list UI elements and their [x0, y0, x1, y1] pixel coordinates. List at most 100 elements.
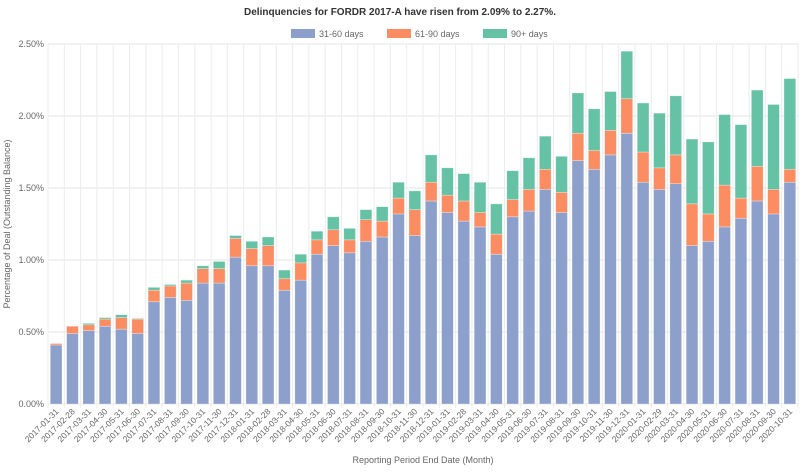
bar-segment-61-90-days [408, 209, 422, 236]
bar-segment-31-60-days [767, 213, 780, 405]
bar-segment-61-90-days [82, 324, 95, 331]
y-axis-label: Percentage of Deal (Outstanding Balance) [2, 139, 12, 308]
bar-segment-90-days [229, 235, 242, 239]
bar-segment-31-60-days [278, 289, 291, 405]
legend-label: 90+ days [511, 29, 548, 39]
bar-segment-31-60-days [734, 217, 748, 405]
bar-segment-90-days [147, 287, 161, 291]
bar-segment-61-90-days [620, 98, 633, 134]
bar-segment-31-60-days [261, 265, 275, 405]
bar-segment-90-days [522, 157, 536, 190]
bar-segment-61-90-days [180, 282, 193, 301]
bar-segment-61-90-days [392, 197, 405, 215]
bar-segment-31-60-days [229, 256, 242, 405]
bar-segment-61-90-days [115, 317, 128, 330]
bar-segment-90-days [751, 89, 764, 167]
bar-segment-90-days [213, 261, 226, 269]
bar-segment-31-60-days [115, 328, 128, 405]
bar-segment-90-days [702, 141, 715, 215]
bar-segment-61-90-days [702, 213, 715, 242]
bar-segment-31-60-days [376, 236, 389, 405]
legend-label: 31-60 days [319, 29, 364, 39]
bar-segment-31-60-days [343, 252, 356, 405]
bar-segment-31-60-days [702, 240, 715, 405]
bar-segment-90-days [588, 108, 601, 151]
bar-segment-90-days [343, 228, 356, 241]
bar-segment-61-90-days [278, 278, 291, 291]
bar-segment-31-60-days [441, 212, 454, 405]
bar-segment-61-90-days [213, 268, 226, 284]
bar-segment-31-60-days [636, 181, 650, 405]
bar-segment-31-60-days [213, 282, 226, 405]
bar-segment-31-60-days [131, 333, 144, 405]
bar-segment-90-days [261, 236, 275, 246]
bar-segment-90-days [473, 181, 487, 213]
y-tick-label: 2.50% [18, 39, 44, 49]
legend-label: 61-90 days [415, 29, 460, 39]
bar-segment-31-60-days [327, 245, 340, 405]
legend-swatch [483, 29, 507, 38]
bar-segment-90-days [555, 156, 568, 193]
bar-segment-31-60-days [653, 189, 666, 405]
bar-segment-31-60-days [604, 154, 617, 405]
bar-segment-31-60-days [245, 265, 258, 405]
bar-segment-31-60-days [751, 200, 764, 405]
bar-segment-31-60-days [473, 226, 487, 405]
bar-segment-31-60-days [490, 253, 503, 405]
bar-segment-61-90-days [718, 184, 731, 228]
bar-segment-61-90-days [588, 150, 601, 170]
bar-segment-90-days [196, 265, 210, 269]
y-tick-label: 0.00% [18, 399, 44, 409]
bar-segment-31-60-days [49, 344, 63, 405]
bar-segment-31-60-days [783, 181, 797, 405]
bar-segment-61-90-days [164, 285, 177, 298]
bar-segment-61-90-days [490, 233, 503, 255]
bar-segment-90-days [571, 92, 585, 134]
bar-segment-61-90-days [49, 343, 63, 346]
bar-segment-61-90-days [98, 318, 112, 327]
bar-segment-90-days [653, 112, 666, 169]
bar-segment-61-90-days [653, 167, 666, 190]
bar-segment-90-days [620, 50, 633, 100]
bar-segment-61-90-days [767, 189, 780, 215]
bar-segment-31-60-days [457, 220, 470, 405]
bar-segment-90-days [604, 91, 617, 131]
bar-segment-90-days [392, 181, 405, 199]
bar-segment-31-60-days [588, 168, 601, 405]
bar-segment-90-days [457, 173, 470, 202]
bar-segment-61-90-days [555, 192, 568, 213]
bar-segment-61-90-days [229, 238, 242, 258]
bar-segment-61-90-days [783, 168, 797, 183]
bar-segment-90-days [718, 114, 731, 186]
bar-segment-90-days [359, 209, 373, 220]
bar-segment-31-60-days [539, 189, 552, 405]
bar-segment-61-90-days [131, 318, 144, 334]
bar-segment-90-days [424, 154, 438, 183]
y-tick-label: 1.00% [18, 255, 44, 265]
bar-segment-90-days [115, 314, 128, 318]
bar-segment-31-60-days [669, 183, 682, 405]
bar-segment-31-60-days [685, 245, 699, 405]
bar-segment-90-days [376, 206, 389, 222]
bar-segment-31-60-days [196, 282, 210, 405]
bar-segment-61-90-days [604, 130, 617, 156]
bar-segment-61-90-days [457, 200, 470, 222]
y-tick-label: 1.50% [18, 183, 44, 193]
y-tick-label: 0.50% [18, 327, 44, 337]
bar-segment-90-days [327, 216, 340, 231]
legend-swatch [387, 29, 411, 38]
bar-segment-90-days [767, 104, 780, 190]
bar-segment-31-60-days [66, 333, 79, 405]
bar-segment-90-days [539, 135, 552, 170]
bar-segment-61-90-days [376, 220, 389, 238]
legend: 31-60 days 61-90 days 90+ days [291, 29, 548, 39]
bar-segment-61-90-days [636, 151, 650, 183]
bar-segment-90-days [131, 318, 144, 320]
bar-segment-61-90-days [669, 154, 682, 184]
bar-segment-61-90-days [539, 168, 552, 190]
chart-title: Delinquencies for FORDR 2017-A have rise… [244, 7, 556, 18]
bar-segment-90-days [490, 203, 503, 235]
bar-segment-61-90-days [196, 268, 210, 284]
bar-segment-61-90-days [147, 289, 161, 303]
